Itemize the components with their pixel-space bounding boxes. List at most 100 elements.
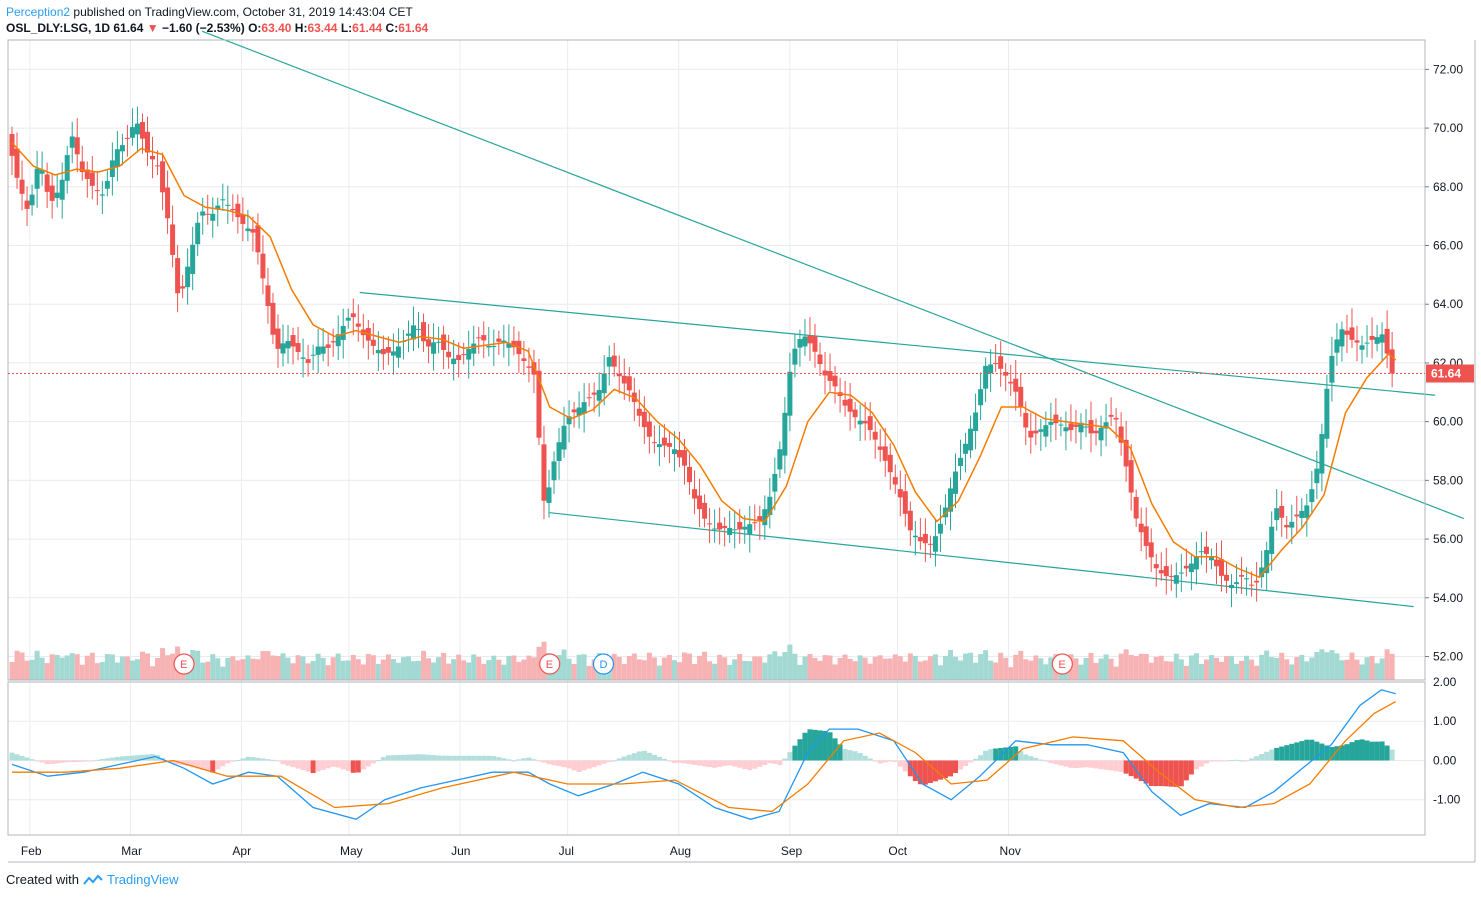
- macd-histogram-bar: [1213, 760, 1219, 762]
- price-tick-label: 72.00: [1433, 62, 1463, 76]
- macd-histogram-bar: [676, 760, 682, 763]
- macd-histogram-bar: [1364, 740, 1370, 761]
- candle-body: [1274, 508, 1280, 521]
- candle-body: [1173, 575, 1179, 584]
- macd-histogram-bar: [501, 758, 507, 761]
- candle-body: [1299, 510, 1305, 518]
- volume-bar: [1279, 652, 1285, 680]
- macd-histogram-bar: [461, 755, 467, 761]
- macd-histogram-bar: [215, 760, 221, 770]
- volume-bar: [837, 657, 843, 680]
- macd-histogram-bar: [190, 760, 196, 768]
- candle-body: [1264, 550, 1270, 574]
- macd-histogram-bar: [757, 760, 763, 767]
- macd-histogram-bar: [1218, 760, 1224, 762]
- tradingview-brand-link[interactable]: TradingView: [106, 872, 179, 887]
- macd-histogram-bar: [1369, 741, 1375, 761]
- volume-bar: [1088, 652, 1094, 680]
- author-link[interactable]: Perception2: [6, 5, 71, 19]
- candle-body: [932, 536, 938, 552]
- candle-body: [862, 420, 868, 424]
- candle-body: [792, 348, 798, 365]
- volume-bar: [912, 655, 918, 680]
- candle-body: [1028, 430, 1034, 438]
- macd-histogram-bar: [842, 749, 848, 761]
- candle-body: [260, 253, 266, 279]
- macd-histogram-bar: [963, 760, 969, 766]
- volume-bar: [922, 660, 928, 680]
- macd-histogram-bar: [400, 754, 406, 761]
- candle-body: [1073, 424, 1079, 427]
- volume-bar: [978, 654, 984, 680]
- macd-histogram-bar: [1153, 760, 1159, 787]
- footer: Created with TradingView: [6, 872, 179, 887]
- volume-bar: [767, 654, 773, 680]
- volume-bar: [832, 664, 838, 680]
- volume-bar: [1043, 664, 1049, 680]
- candle-body: [1309, 489, 1315, 503]
- volume-bar: [1008, 667, 1014, 680]
- candle-body: [1188, 563, 1194, 573]
- volume-bar: [69, 653, 75, 680]
- volume-bar: [947, 649, 953, 680]
- volume-bar: [892, 654, 898, 680]
- macd-histogram-bar: [1083, 760, 1089, 768]
- macd-histogram-bar: [390, 755, 396, 761]
- volume-bar: [456, 654, 462, 680]
- volume-bar: [1093, 662, 1099, 680]
- price-tick-label: 66.00: [1433, 239, 1463, 253]
- macd-histogram-bar: [927, 760, 933, 783]
- candle-body: [59, 179, 65, 200]
- volume-bar: [501, 664, 507, 680]
- macd-histogram-bar: [1188, 760, 1194, 775]
- volume-bar: [1018, 650, 1024, 680]
- macd-histogram-bar: [49, 760, 55, 764]
- volume-bar: [44, 663, 50, 680]
- candle-body: [616, 373, 622, 377]
- macd-histogram-bar: [797, 739, 803, 761]
- candle-body: [782, 412, 788, 456]
- candle-body: [436, 341, 442, 343]
- candle-body: [461, 354, 467, 356]
- volume-bar: [722, 657, 728, 680]
- macd-histogram-bar: [310, 760, 316, 774]
- volume-bar: [270, 655, 276, 680]
- volume-bar: [847, 658, 853, 680]
- candle-body: [1329, 355, 1335, 383]
- candle-body: [1208, 556, 1214, 561]
- macd-histogram-bar: [902, 760, 908, 772]
- volume-bar: [476, 656, 482, 680]
- candle-body: [421, 322, 427, 342]
- candle-body: [922, 533, 928, 544]
- volume-bar: [145, 653, 151, 680]
- macd-histogram-bar: [1334, 746, 1340, 761]
- candle-body: [1244, 578, 1250, 580]
- volume-bar: [1013, 654, 1019, 680]
- macd-histogram-bar: [641, 750, 647, 761]
- volume-bar: [1158, 655, 1164, 680]
- price-tick-label: 64.00: [1433, 297, 1463, 311]
- macd-histogram-bar: [360, 760, 366, 770]
- volume-bar: [1309, 657, 1315, 680]
- macd-histogram-bar: [44, 760, 50, 765]
- symbol-label[interactable]: OSL_DLY:LSG, 1D: [6, 21, 111, 35]
- volume-bar: [1033, 655, 1039, 680]
- volume-bar: [641, 660, 647, 680]
- candle-body: [410, 325, 416, 340]
- candle-body: [340, 325, 346, 340]
- candle-body: [1068, 423, 1074, 431]
- candle-body: [817, 354, 823, 365]
- candle-body: [581, 402, 587, 414]
- macd-histogram-bar: [54, 760, 60, 764]
- volume-bar: [777, 656, 783, 680]
- macd-histogram-bar: [937, 760, 943, 780]
- candle-body: [676, 449, 682, 458]
- candle-body: [511, 340, 517, 348]
- tradingview-logo-icon: [83, 874, 103, 885]
- volume-bar: [902, 661, 908, 680]
- high-label: H:: [294, 21, 308, 35]
- volume-bar: [897, 656, 903, 680]
- candle-body: [681, 450, 687, 466]
- volume-bar: [1339, 660, 1345, 680]
